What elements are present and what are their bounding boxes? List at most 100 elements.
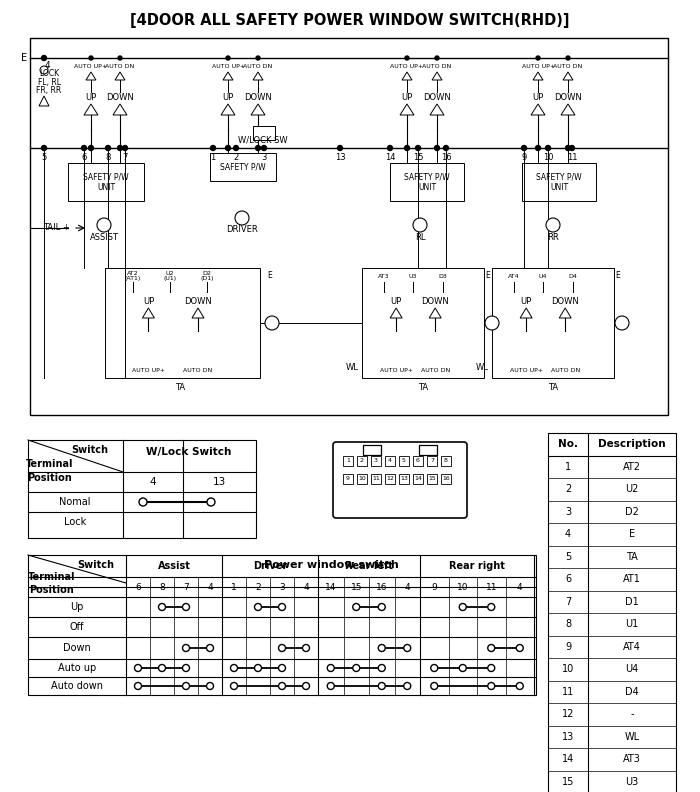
Bar (419, 445, 437, 455)
Text: 4: 4 (303, 582, 309, 592)
Text: Lock: Lock (64, 517, 86, 527)
Text: Auto down: Auto down (51, 681, 103, 691)
Text: 1: 1 (231, 582, 237, 592)
Text: 12: 12 (386, 477, 394, 482)
Circle shape (517, 645, 524, 652)
Text: DOWN: DOWN (423, 93, 451, 102)
Text: D4: D4 (568, 273, 577, 279)
Text: 6: 6 (416, 459, 420, 463)
Bar (253, 126, 275, 140)
Text: AUTO UP+: AUTO UP+ (391, 63, 424, 68)
Text: AUTO UP+: AUTO UP+ (510, 367, 542, 372)
Text: Assist: Assist (158, 561, 190, 571)
Text: 2: 2 (256, 582, 261, 592)
Bar (385, 474, 395, 484)
Circle shape (459, 604, 466, 611)
Circle shape (353, 604, 360, 611)
Text: Auto up: Auto up (58, 663, 96, 673)
Circle shape (41, 146, 46, 150)
Circle shape (405, 146, 409, 150)
Circle shape (615, 316, 629, 330)
Circle shape (488, 645, 495, 652)
Text: 9: 9 (431, 582, 437, 592)
Text: 8: 8 (565, 619, 571, 630)
Circle shape (106, 146, 111, 150)
Text: U3: U3 (409, 273, 417, 279)
Text: DOWN: DOWN (554, 93, 582, 102)
Circle shape (546, 218, 560, 232)
Text: FL, RL: FL, RL (38, 78, 60, 86)
Text: D2
(D1): D2 (D1) (201, 271, 214, 281)
Text: 13: 13 (400, 477, 408, 482)
Circle shape (404, 683, 411, 690)
Circle shape (435, 146, 440, 150)
Text: 10: 10 (358, 477, 366, 482)
Circle shape (255, 664, 262, 672)
Circle shape (536, 56, 540, 60)
Circle shape (378, 604, 385, 611)
Bar (385, 456, 395, 466)
Bar (362, 268, 484, 378)
Circle shape (226, 56, 230, 60)
Text: DRIVER: DRIVER (226, 226, 258, 234)
Text: U4: U4 (539, 273, 547, 279)
Text: Description: Description (598, 440, 666, 449)
Circle shape (235, 211, 249, 225)
Text: 15: 15 (351, 582, 362, 592)
Text: AT4: AT4 (623, 642, 641, 652)
Circle shape (353, 664, 360, 672)
Text: AUTO DN: AUTO DN (106, 63, 134, 68)
Bar (399, 474, 409, 484)
Circle shape (89, 56, 93, 60)
Circle shape (488, 604, 495, 611)
Circle shape (183, 664, 190, 672)
Bar (357, 456, 367, 466)
Circle shape (337, 146, 342, 150)
Bar (105, 268, 260, 378)
Circle shape (430, 683, 438, 690)
Text: 11: 11 (486, 582, 497, 592)
Circle shape (328, 664, 335, 672)
Circle shape (211, 146, 216, 150)
Text: D4: D4 (625, 687, 639, 697)
Bar (427, 474, 437, 484)
Bar (343, 456, 353, 466)
Text: 3: 3 (565, 507, 571, 516)
Text: 7: 7 (122, 154, 127, 162)
Text: 2: 2 (565, 484, 571, 494)
Text: -: - (630, 710, 634, 719)
Circle shape (88, 146, 94, 150)
Bar (363, 445, 381, 455)
Text: UP: UP (223, 93, 234, 102)
Text: 11: 11 (372, 477, 380, 482)
Circle shape (328, 683, 335, 690)
Text: 4: 4 (150, 477, 156, 487)
Text: SAFETY P/W
UNIT: SAFETY P/W UNIT (83, 173, 129, 192)
Bar (413, 456, 423, 466)
Text: DOWN: DOWN (184, 298, 212, 307)
Circle shape (279, 664, 286, 672)
Circle shape (566, 146, 570, 150)
Bar (399, 456, 409, 466)
Circle shape (413, 218, 427, 232)
Text: AT2: AT2 (623, 462, 641, 472)
Bar (441, 474, 451, 484)
Text: WL: WL (475, 364, 489, 372)
Text: 15: 15 (562, 777, 574, 786)
Circle shape (118, 56, 122, 60)
Text: 7: 7 (183, 582, 189, 592)
Text: E: E (486, 272, 491, 280)
Circle shape (570, 146, 575, 150)
Text: DOWN: DOWN (244, 93, 272, 102)
Text: RR: RR (547, 233, 559, 242)
Text: 8: 8 (159, 582, 165, 592)
Bar (390, 163, 464, 201)
Circle shape (459, 664, 466, 672)
Text: Rear left: Rear left (345, 561, 393, 571)
Circle shape (485, 316, 499, 330)
Text: U3: U3 (625, 777, 638, 786)
Text: 1: 1 (565, 462, 571, 472)
Circle shape (302, 683, 309, 690)
Text: UP: UP (143, 298, 154, 307)
Circle shape (444, 146, 449, 150)
